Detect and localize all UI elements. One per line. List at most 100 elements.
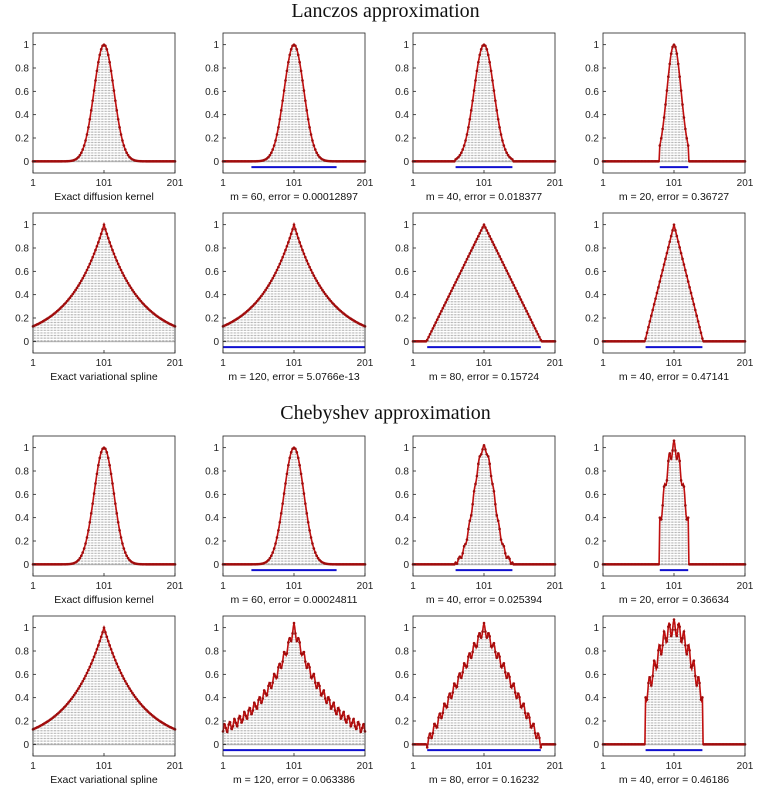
data-point <box>444 301 447 304</box>
data-point <box>475 474 479 478</box>
data-point <box>658 280 662 283</box>
x-tick-label: 201 <box>547 358 564 369</box>
data-point <box>521 704 524 708</box>
data-point <box>323 292 327 296</box>
data-point <box>652 659 656 663</box>
data-point <box>98 456 102 460</box>
data-point <box>308 126 311 129</box>
data-point <box>87 529 90 532</box>
data-point <box>114 502 117 505</box>
data-point <box>94 248 97 252</box>
data-point <box>119 536 123 539</box>
data-point <box>501 664 504 668</box>
data-point <box>318 684 321 688</box>
data-point <box>505 269 509 273</box>
stems <box>76 44 132 162</box>
y-tick-label: 0.6 <box>395 490 409 501</box>
data-point <box>261 292 265 296</box>
data-point <box>89 662 93 665</box>
y-tick-label: 0 <box>213 157 219 168</box>
data-point <box>512 283 516 287</box>
data-point <box>671 45 674 49</box>
data-point <box>321 288 324 292</box>
data-point <box>475 69 479 73</box>
data-point <box>295 232 299 236</box>
data-point <box>684 268 687 272</box>
data-point <box>438 712 442 715</box>
data-point <box>491 644 494 648</box>
data-point <box>104 228 107 231</box>
data-point <box>651 308 654 312</box>
data-point <box>116 262 120 266</box>
data-point <box>350 721 354 725</box>
data-point <box>511 684 514 688</box>
y-tick-label: 0 <box>213 740 219 751</box>
data-point <box>287 463 290 467</box>
data-point <box>94 79 97 82</box>
data-point <box>339 717 343 720</box>
panel-7: 0 0.2 0.4 0.6 0.8 1 1 101 201 m = 80, error = 0.1… <box>395 212 564 383</box>
data-point <box>231 724 235 728</box>
x-tick-label: 201 <box>737 581 754 592</box>
data-point <box>122 274 126 277</box>
panel-caption: m = 20, error = 0.36727 <box>619 191 729 203</box>
y-tick-label: 0 <box>593 337 599 348</box>
stems <box>428 623 540 745</box>
data-point <box>125 682 129 686</box>
data-point <box>95 69 99 73</box>
data-point <box>98 53 102 57</box>
y-tick-label: 0 <box>23 337 29 348</box>
data-point <box>519 298 523 301</box>
data-point <box>82 677 86 680</box>
data-point <box>674 449 677 452</box>
data-point <box>135 697 138 701</box>
y-tick-label: 0 <box>403 157 409 168</box>
data-point <box>97 60 100 64</box>
data-point <box>457 675 460 679</box>
data-point <box>451 286 455 290</box>
data-point <box>342 710 346 714</box>
data-point <box>325 701 328 705</box>
data-point <box>474 79 477 82</box>
data-point <box>306 662 310 666</box>
panel-8: 0 0.2 0.4 0.6 0.8 1 1 101 201 m = 40, error = 0.4… <box>585 212 754 383</box>
data-point <box>492 489 496 493</box>
data-point <box>292 223 296 226</box>
data-point <box>291 632 294 635</box>
y-tick-label: 0.6 <box>395 670 409 681</box>
y-tick-label: 0.2 <box>585 537 599 548</box>
data-point <box>513 286 517 290</box>
x-tick-label: 1 <box>220 358 226 369</box>
data-point <box>679 89 683 92</box>
y-tick-label: 0.8 <box>15 64 29 75</box>
y-tick-label: 0.6 <box>15 267 29 278</box>
data-point <box>455 685 459 689</box>
data-point <box>661 643 664 647</box>
data-point <box>477 60 480 64</box>
data-point <box>495 249 499 252</box>
data-point <box>667 75 670 78</box>
y-tick-label: 0.6 <box>205 490 219 501</box>
data-point <box>101 631 104 634</box>
data-point <box>92 492 96 495</box>
x-tick-label: 1 <box>600 358 606 369</box>
data-point <box>504 551 507 555</box>
y-tick-label: 1 <box>403 623 409 634</box>
data-point <box>301 652 304 656</box>
data-point <box>465 133 469 136</box>
data-point <box>353 724 357 728</box>
data-point <box>301 79 304 82</box>
data-point <box>496 252 500 255</box>
data-point <box>523 711 527 715</box>
stems <box>659 44 689 162</box>
data-point <box>122 677 126 680</box>
data-point <box>319 286 323 290</box>
data-point <box>274 542 277 545</box>
data-point <box>668 62 672 66</box>
data-point <box>260 701 263 705</box>
x-tick-label: 1 <box>410 581 416 592</box>
data-point <box>77 155 80 159</box>
data-point <box>688 285 691 289</box>
data-point <box>352 717 355 721</box>
